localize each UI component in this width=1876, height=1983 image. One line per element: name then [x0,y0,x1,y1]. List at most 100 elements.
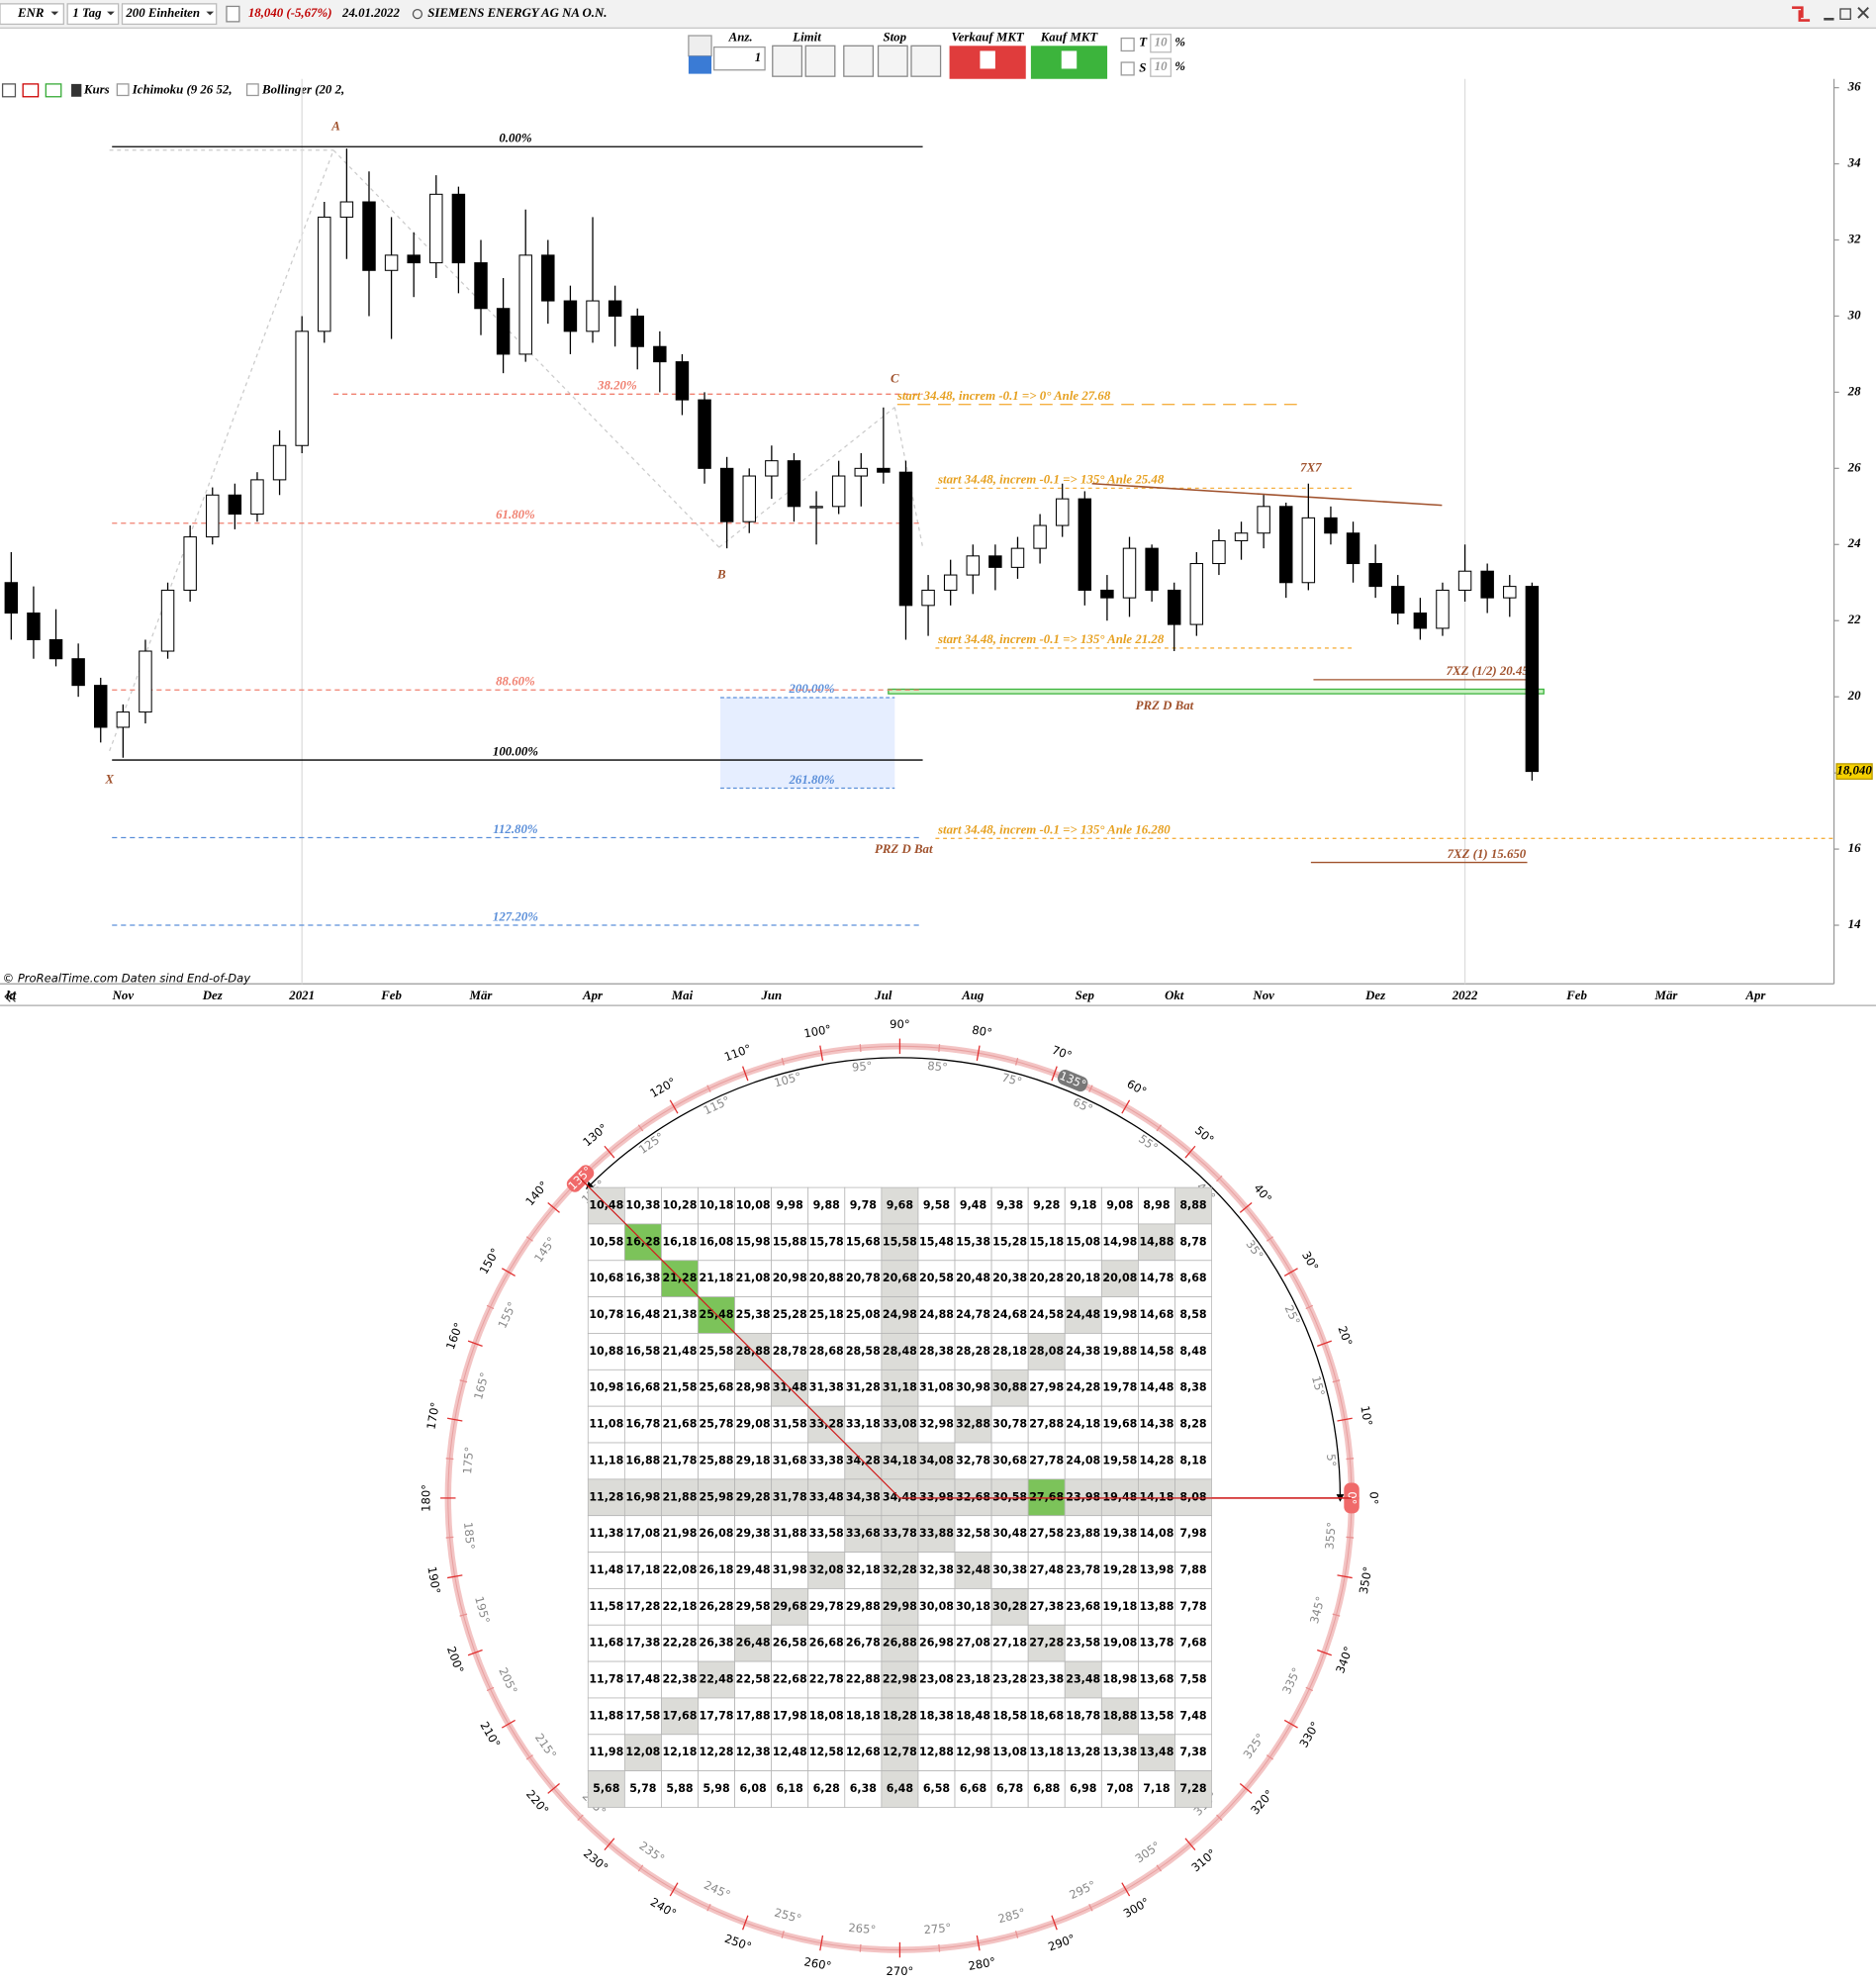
table-cell-text: 15,88 [773,1235,807,1248]
table-cell-text: 27,38 [1029,1600,1064,1613]
qty-input[interactable] [712,46,766,71]
table-cell-text: 32,78 [956,1454,990,1466]
limit-sell-button[interactable] [772,45,803,77]
legend-box[interactable] [116,83,130,97]
table-cell-text: 20,28 [1029,1272,1064,1284]
dial-tick-label: 350° [1357,1565,1375,1595]
table-cell [1174,1223,1212,1262]
settings-button[interactable] [688,35,712,57]
table-cell-text: 23,78 [1066,1563,1100,1576]
dial-tick [781,1057,785,1066]
table-cell [990,1660,1029,1699]
table-cell [623,1333,662,1370]
table-cell-text: 33,68 [846,1527,881,1540]
candle-body [496,308,511,355]
table-cell-text: 14,58 [1139,1345,1173,1358]
dial-tick [467,1649,483,1656]
table-cell-text: 17,68 [662,1709,697,1722]
table-cell [954,1186,992,1225]
table-cell-text: 24,68 [992,1308,1027,1321]
dial-arc [585,1057,1345,1502]
table-cell-text: 8,28 [1179,1418,1206,1431]
dial-tick [976,1935,981,1951]
legend-item[interactable]: Bollinger (20 2, [261,82,344,96]
x-tick-label: Okt [1165,989,1184,1002]
candle-body [1010,547,1025,568]
table-cell [623,1405,662,1444]
table-cell [623,1734,662,1772]
stop-sell-button[interactable] [843,45,875,77]
table-cell-text: 25,28 [773,1308,807,1321]
t-checkbox[interactable] [1120,37,1135,52]
table-cell-text: 9,88 [813,1199,840,1212]
table-cell [1027,1369,1066,1407]
legend-box[interactable] [245,83,259,97]
table-cell-text: 26,18 [700,1563,734,1576]
dial-tick-label: 5° [1324,1454,1339,1467]
y-tick-label: 26 [1847,460,1861,474]
table-cell-text: 7,88 [1179,1563,1206,1576]
t-input[interactable] [1150,34,1172,53]
legend-item[interactable]: Kurs [83,82,110,96]
legend-icon[interactable] [1,83,17,98]
info-icon[interactable] [226,5,240,23]
table-cell [954,1405,992,1444]
table-cell [990,1333,1029,1370]
dial-tick [859,1044,862,1052]
table-cell-text: 32,98 [919,1418,954,1431]
s-checkbox[interactable] [1120,61,1135,76]
s-input[interactable] [1150,57,1172,77]
table-cell-text: 28,98 [736,1381,771,1394]
legend-item[interactable]: Ichimoku (9 26 52, [132,82,233,96]
units-select[interactable]: 200 Einheiten [121,3,218,26]
table-cell [587,1770,625,1808]
dial-tick [525,1754,533,1760]
table-cell [1174,1697,1212,1736]
table-cell [917,1660,956,1699]
table-cell-text: 29,48 [736,1563,771,1576]
table-cell-text: 6,28 [813,1782,840,1795]
limit-buy-button[interactable] [804,45,836,77]
table-cell [1064,1442,1102,1480]
dial-tick [459,1613,468,1617]
y-tick-label: 28 [1847,384,1861,398]
table-cell-text: 21,78 [662,1454,697,1466]
table-cell-text: 21,88 [662,1490,697,1503]
candle-body [4,582,19,614]
table-cell-text: 21,98 [662,1527,697,1540]
table-cell-text: 11,38 [589,1527,623,1540]
table-cell-text: 23,28 [992,1673,1027,1686]
table-cell [990,1515,1029,1553]
table-cell-text: 33,38 [809,1454,844,1466]
sell-label: Verkauf MKT [952,31,1025,45]
dial-tick [525,1236,533,1242]
table-cell-text: 12,58 [809,1746,844,1758]
candle-body [1457,570,1472,591]
candle-body [854,467,868,477]
table-cell-text: 13,18 [1029,1746,1064,1758]
table-cell [881,1515,919,1553]
scroll-left[interactable] [4,991,16,1002]
table-cell-text: 31,58 [773,1418,807,1431]
stop-limit-button[interactable] [910,45,942,77]
table-cell-text: 13,88 [1139,1600,1173,1613]
stop-buy-button[interactable] [877,45,908,77]
table-cell [807,1333,846,1370]
y-tick-label: 20 [1847,689,1861,703]
interval-select[interactable]: 1 Tag [66,3,120,26]
y-tick-label: 14 [1848,917,1861,931]
legend-icon[interactable] [45,83,62,98]
table-cell-text: 25,58 [700,1345,734,1358]
table-cell-text: 21,68 [662,1418,697,1431]
table-cell-text: 18,88 [1102,1709,1137,1722]
dial-tick [1121,1882,1131,1897]
candle-body [1055,498,1070,526]
calculator-button[interactable] [688,55,712,74]
symbol-select[interactable]: ENR [0,3,64,26]
window-controls[interactable] [1792,6,1869,22]
candle-body [1413,613,1428,629]
table-cell [917,1442,956,1480]
table-cell-text: 13,28 [1066,1746,1100,1758]
table-cell-text: 11,68 [589,1637,623,1650]
legend-icon[interactable] [22,83,40,98]
